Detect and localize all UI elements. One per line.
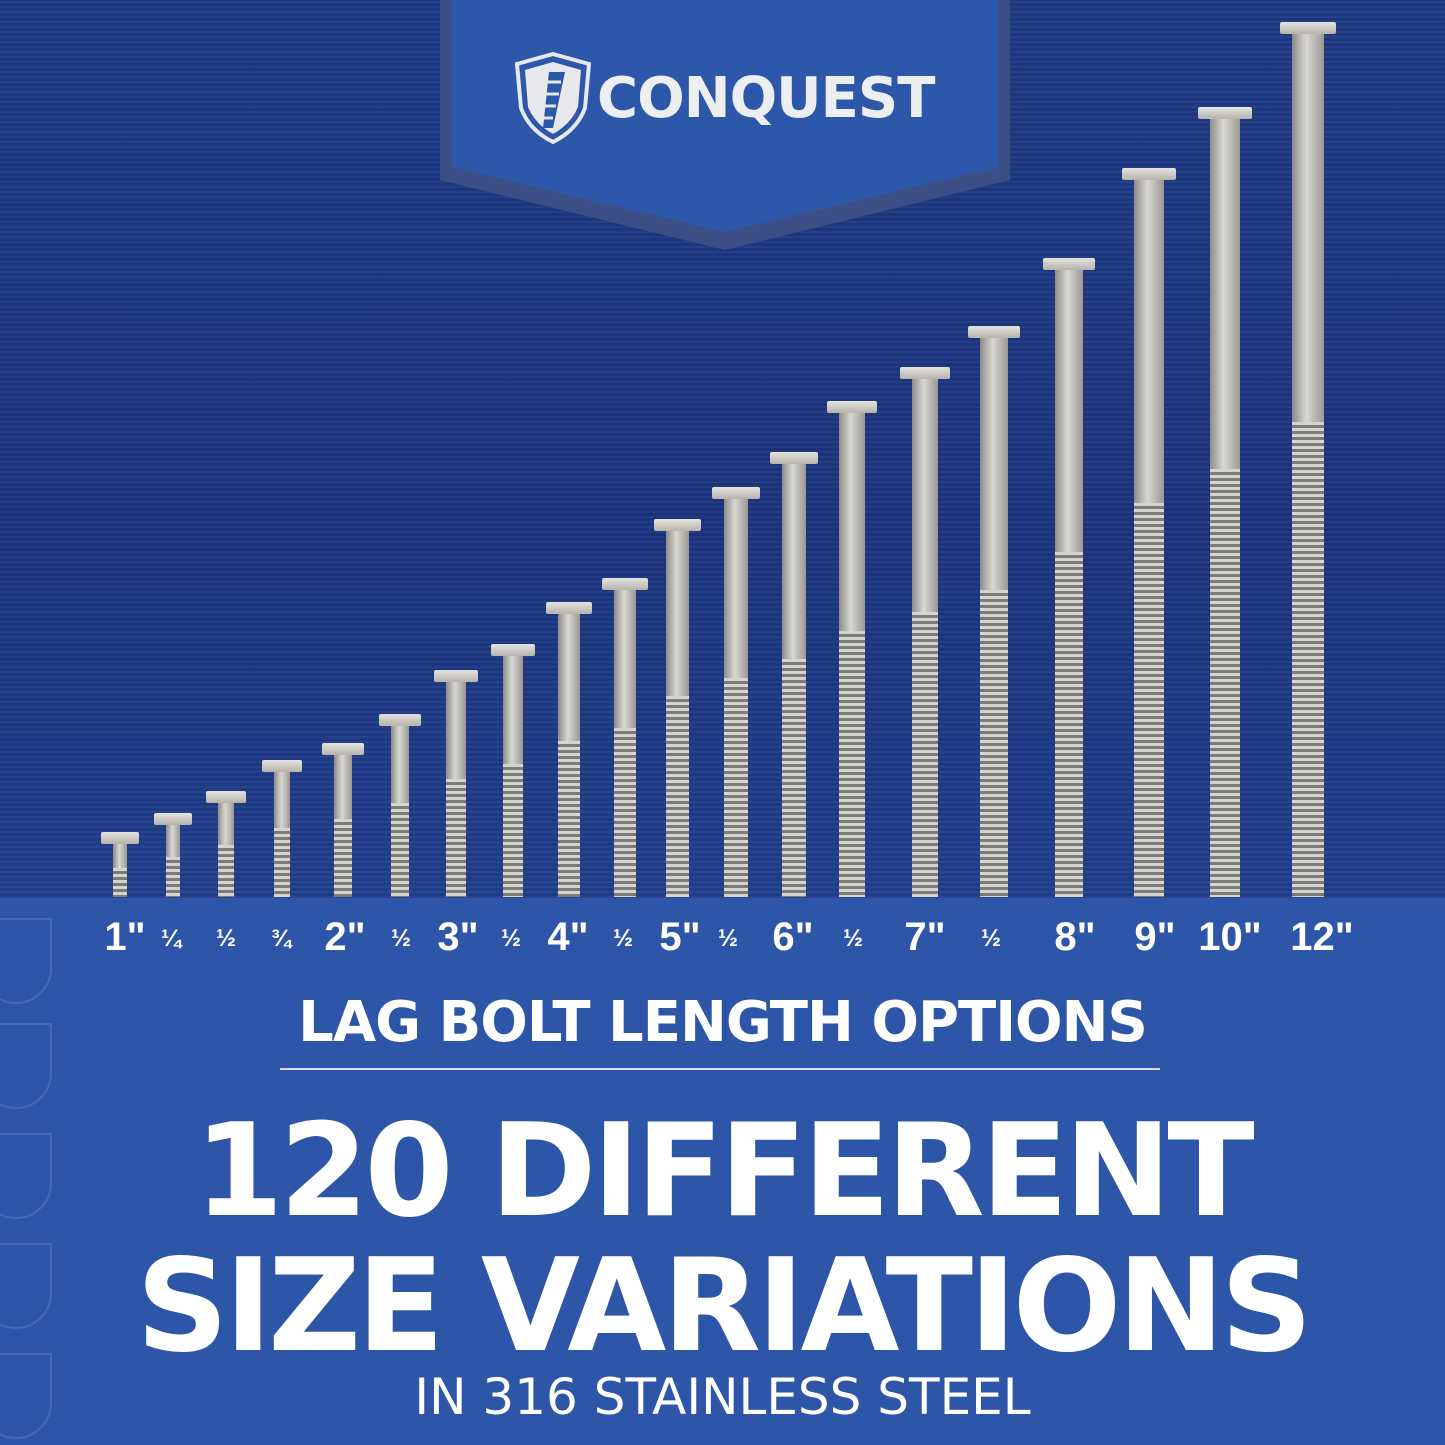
bolt-thread	[839, 630, 865, 897]
bolt-thread	[665, 695, 689, 897]
size-label: ¾	[270, 925, 292, 952]
main-line-1: 120 DIFFERENT	[194, 1097, 1254, 1246]
subline: IN 316 STAINLESS STEEL	[414, 1368, 1031, 1426]
divider	[280, 1068, 1160, 1070]
bolt-thread	[1054, 552, 1084, 897]
bolt-thread	[446, 778, 466, 897]
bolt-head	[1122, 168, 1176, 180]
bolt-head	[712, 487, 760, 499]
main-line-2: SIZE VARIATIONS	[136, 1232, 1312, 1381]
size-label: ½	[215, 925, 237, 952]
size-label: ½	[612, 925, 634, 952]
size-label: 10"	[1198, 915, 1262, 959]
size-label: 8"	[1054, 915, 1096, 959]
bolt-head	[827, 401, 877, 413]
size-label: ½	[390, 925, 412, 952]
bolt-head	[490, 644, 536, 656]
bolt-head	[653, 519, 701, 531]
headline: LAG BOLT LENGTH OPTIONS	[298, 990, 1148, 1055]
bolt-shank	[613, 590, 637, 729]
bolt-head	[378, 714, 422, 726]
bolt-head	[769, 452, 819, 464]
size-label: 12"	[1290, 915, 1354, 959]
bolt-shank	[1134, 180, 1164, 503]
size-label: 2"	[324, 915, 366, 959]
shield-screw-icon	[515, 52, 591, 144]
bolt-thread	[165, 857, 181, 897]
bolt-head	[601, 578, 649, 590]
size-label: ½	[717, 925, 739, 952]
bolt-shank	[1209, 119, 1241, 470]
size-label: 4"	[547, 915, 589, 959]
bolt-head	[206, 791, 246, 803]
bolt-shank	[334, 755, 352, 819]
bolt-head	[546, 602, 592, 614]
bolt-head	[968, 326, 1020, 338]
info-panel	[0, 898, 1445, 1445]
bolt-thread	[724, 678, 748, 897]
bolt-shank	[446, 682, 466, 779]
bolt-shank	[273, 772, 291, 829]
size-label: ¼	[160, 925, 182, 952]
size-label: 3"	[437, 915, 479, 959]
bolt-head	[101, 832, 139, 844]
bolt-head	[1042, 258, 1096, 270]
brand-name: CONQUEST	[597, 65, 935, 131]
size-label: 6"	[772, 915, 814, 959]
bolt-thread	[781, 658, 807, 897]
size-label: 1"	[104, 915, 146, 959]
bolt-thread	[613, 728, 637, 897]
bolt-shank	[1054, 270, 1084, 553]
bolt-thread	[558, 741, 580, 897]
size-label: 9"	[1134, 915, 1176, 959]
bolt-head	[1280, 22, 1336, 34]
bolt-head	[434, 670, 478, 682]
bolt-shank	[839, 413, 865, 631]
bolt-thread	[1134, 502, 1164, 897]
bolt-shank	[165, 825, 181, 858]
bolt-thread	[502, 764, 524, 897]
bolt-shank	[665, 531, 689, 696]
bolt-shank	[113, 844, 127, 868]
size-label: ½	[980, 925, 1002, 952]
size-label: ½	[500, 925, 522, 952]
bolt-shank	[558, 614, 580, 742]
bolt-shank	[980, 338, 1008, 590]
bolt-head	[899, 367, 951, 379]
size-label: 5"	[659, 915, 701, 959]
bolt-thread	[911, 612, 939, 897]
bolt-head	[153, 813, 193, 825]
bolt-shank	[1292, 34, 1324, 423]
bolt-thread	[390, 802, 410, 897]
bolt-shank	[218, 803, 234, 846]
bolt-head	[322, 743, 364, 755]
size-label: ½	[842, 925, 864, 952]
bolt-thread	[980, 589, 1008, 897]
size-label: 7"	[904, 915, 946, 959]
bolt-shank	[911, 379, 939, 613]
brand-logo: CONQUEST	[515, 52, 935, 144]
bolt-shank	[390, 726, 410, 803]
bolt-head	[261, 760, 303, 772]
bolt-shank	[781, 464, 807, 659]
bolt-thread	[113, 867, 127, 897]
bolt-thread	[334, 818, 352, 897]
bolt-thread	[1292, 422, 1324, 897]
bolt-thread	[273, 828, 291, 897]
bolt-head	[1197, 107, 1253, 119]
bolt-shank	[724, 499, 748, 679]
bolt-thread	[218, 845, 234, 897]
bolt-thread	[1209, 469, 1241, 897]
bolt-shank	[502, 656, 524, 765]
